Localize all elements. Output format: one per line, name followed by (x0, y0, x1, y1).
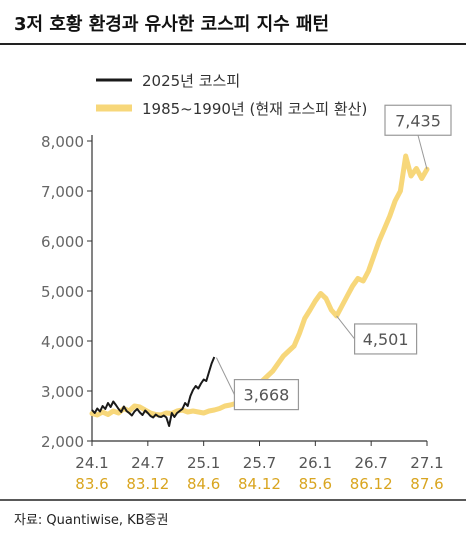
series-line-2025 (91, 356, 216, 427)
x-tick-label-top: 27.1 (410, 454, 443, 472)
y-tick-label: 2,000 (41, 433, 84, 451)
annotation-label: 7,435 (395, 111, 441, 130)
annotation-leader (215, 357, 235, 395)
x-tick-label-bottom: 84.6 (187, 475, 220, 493)
y-tick-label: 6,000 (41, 233, 84, 251)
x-tick-label-bottom: 85.6 (299, 475, 332, 493)
legend-label-2025: 2025년 코스피 (142, 72, 240, 90)
chart-title: 3저 호황 환경과 유사한 코스피 지수 패턴 (14, 13, 329, 35)
annotation-leader (336, 315, 355, 340)
y-tick-label: 8,000 (41, 133, 84, 151)
annotation-box (233, 379, 300, 411)
x-tick-label-top: 26.7 (354, 454, 387, 472)
annotation-box (384, 104, 452, 136)
y-tick-label: 3,000 (41, 383, 84, 401)
annotation-box (354, 323, 418, 355)
series-line-1985-1990 (89, 153, 430, 418)
x-tick-label-top: 25.1 (187, 454, 220, 472)
y-tick-label: 7,000 (41, 183, 84, 201)
y-tick-label: 4,000 (41, 333, 84, 351)
x-tick-label-top: 24.1 (75, 454, 108, 472)
annotation-label: 3,668 (244, 386, 290, 405)
x-tick-label-top: 24.7 (131, 454, 164, 472)
x-tick-label-bottom: 87.6 (410, 475, 443, 493)
x-tick-label-bottom: 83.12 (126, 475, 169, 493)
y-tick-label: 5,000 (41, 283, 84, 301)
annotation-label: 4,501 (363, 330, 409, 349)
chart-source: 자료: Quantiwise, KB증권 (14, 513, 168, 528)
x-axis-ticks: 24.1 83.6 24.7 83.12 25.1 84.6 25.7 84.12 26.1 85… (75, 441, 444, 493)
x-tick-label-bottom: 83.6 (75, 475, 108, 493)
x-tick-label-bottom: 86.12 (350, 475, 393, 493)
x-tick-label-bottom: 84.12 (238, 475, 281, 493)
x-tick-label-top: 26.1 (299, 454, 332, 472)
legend: 2025년 코스피 1985~1990년 (현재 코스피 환산) (96, 72, 367, 118)
legend-label-1985: 1985~1990년 (현재 코스피 환산) (142, 100, 367, 118)
annotation-leader (417, 135, 428, 170)
y-axis-ticks: 2,000 3,000 4,000 5,000 6,000 7,000 8,000 (41, 133, 92, 451)
annotation-layer: 3,668 4,501 7,435 (215, 104, 452, 411)
x-tick-label-top: 25.7 (243, 454, 276, 472)
